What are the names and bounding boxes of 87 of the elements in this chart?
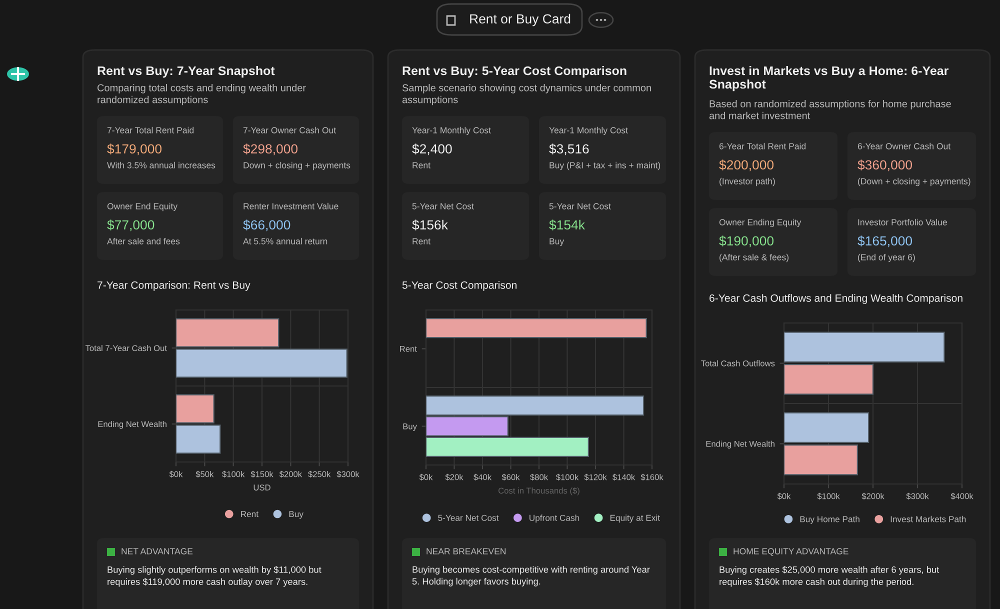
legend-label: Invest Markets Path [890, 516, 966, 522]
text: $190,000 [719, 236, 774, 248]
y-tick-label: Ending Net Wealth [98, 420, 166, 429]
text: $298,000 [243, 144, 298, 156]
x-tick-label: $0k [419, 474, 433, 481]
x-tick-label: $140k [612, 474, 636, 481]
x-tick-label: $300k [906, 492, 929, 500]
text: Buying creates $25,000 more wealth after 6 years, but requires $160k more cash out during the period. [720, 566, 940, 587]
x-tick-label: $100k [222, 470, 245, 478]
x-axis-title: USD [254, 484, 270, 490]
text: Rent [412, 238, 430, 244]
text: Rent [412, 162, 430, 168]
legend-label: Rent [241, 511, 258, 518]
text: $156k [412, 220, 448, 230]
legend-label: Upfront Cash [530, 514, 580, 523]
text: HOME EQUITY ADVANTAGE [734, 548, 848, 556]
text: Based on randomized assumptions for home purchase and market investment [709, 100, 951, 120]
text: Rent or Buy Card [470, 14, 570, 26]
x-tick-label: $0k [169, 470, 183, 478]
text: Sample scenario showing cost dynamics under common assumptions [402, 84, 651, 106]
chart-title: 5-Year Cost Comparison [402, 281, 517, 291]
legend-label: 5-Year Net Cost [438, 514, 499, 521]
text: (Investor path) [720, 178, 775, 186]
x-tick-label: $0k [777, 492, 791, 500]
text: 5-Year Net Cost [412, 203, 474, 210]
x-tick-label: $20k [445, 474, 464, 481]
text: $200,000 [719, 160, 774, 172]
x-tick-label: $150k [250, 470, 274, 478]
text: Investor Portfolio Value [858, 218, 947, 226]
x-tick-label: $120k [584, 474, 607, 481]
text: NET ADVANTAGE [122, 548, 193, 554]
text: At 5.5% annual return [243, 238, 328, 244]
text: With 3.5% annual increases [107, 162, 216, 168]
text: Invest in Markets vs Buy a Home: 6-Year Snapshot [709, 66, 948, 92]
x-tick-label: $50k [196, 470, 214, 478]
text: 5-Year Net Cost [549, 203, 611, 210]
text: Rent vs Buy: 7-Year Snapshot [98, 66, 275, 78]
text: Buy [550, 238, 564, 246]
text: Renter Investment Value [244, 202, 338, 210]
x-tick-label: $40k [474, 474, 492, 481]
text: Comparing total costs and ending wealth under randomized assumptions [98, 84, 306, 106]
text: Buy (P&I + tax + ins + maint) [550, 162, 660, 170]
text: Rent vs Buy: 5-Year Cost Comparison [402, 66, 626, 78]
text: $154k [549, 220, 585, 230]
text: 6-Year Owner Cash Out [858, 142, 950, 150]
text: $2,400 [412, 144, 452, 156]
x-axis-title: Cost in Thousands ($) [498, 487, 580, 496]
text: (After sale & fees) [720, 254, 788, 262]
chart-title: 7-Year Comparison: Rent vs Buy [98, 281, 250, 291]
text: $77,000 [107, 220, 154, 232]
legend-label: Equity at Exit [610, 514, 660, 523]
text: $179,000 [107, 144, 162, 156]
text: Buying becomes cost-competitive with renting around Year 5. Holding longer favors buying. [412, 566, 650, 586]
text: 7-Year Owner Cash Out [243, 126, 336, 134]
legend-label: Buy [289, 511, 304, 519]
legend-label: Buy Home Path [800, 516, 860, 524]
text: After sale and fees [107, 238, 180, 244]
x-tick-label: $300k [336, 470, 360, 478]
x-tick-label: $100k [556, 474, 579, 481]
text: Buying slightly outperforms on wealth by $11,000 but requires $119,000 more cash outlay over 7 years. [108, 566, 322, 587]
y-tick-label: Total Cash Outflows [701, 360, 775, 366]
text: 7-Year Total Rent Paid [107, 126, 194, 134]
text: Owner Ending Equity [719, 218, 802, 228]
y-tick-label: Ending Net Wealth [706, 440, 774, 448]
x-tick-label: $250k [308, 470, 331, 478]
x-tick-label: $200k [862, 492, 884, 500]
text: NEAR BREAKEVEN [426, 548, 506, 554]
x-tick-label: $160k [640, 474, 664, 481]
text: (Down + closing + payments) [858, 178, 970, 186]
y-tick-label: Total 7-Year Cash Out [85, 344, 167, 352]
bar [426, 318, 647, 338]
text: $360,000 [858, 160, 912, 172]
text: $66,000 [243, 220, 290, 232]
text: Year-1 Monthly Cost [549, 126, 628, 136]
text: $3,516 [549, 144, 589, 156]
x-tick-label: $400k [950, 492, 974, 500]
chart-title: 6-Year Cash Outflows and Ending Wealth Comparison [710, 294, 962, 304]
x-tick-label: $100k [817, 492, 840, 500]
text: Owner End Equity [107, 202, 178, 212]
text: Year-1 Monthly Cost [412, 126, 491, 136]
text: 6-Year Total Rent Paid [719, 142, 806, 150]
x-tick-label: $200k [279, 470, 302, 478]
text: $165,000 [858, 236, 912, 248]
x-tick-label: $80k [530, 474, 548, 481]
text: (End of year 6) [858, 254, 915, 262]
text: Down + closing + payments [244, 162, 350, 170]
x-tick-label: $60k [502, 474, 520, 481]
